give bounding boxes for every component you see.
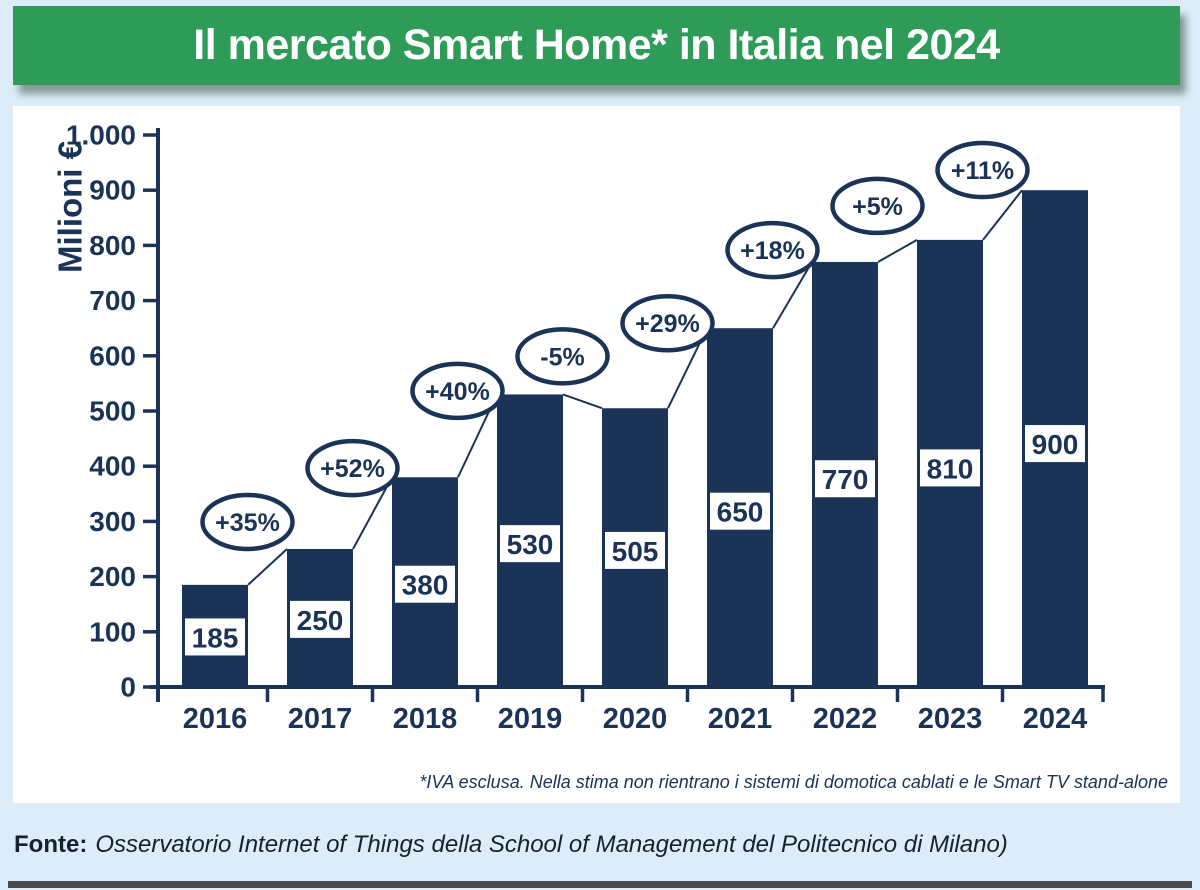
growth-oval <box>830 176 925 236</box>
x-category-label: 2019 <box>498 703 563 735</box>
bar-value-box <box>500 525 560 563</box>
x-category-label: 2024 <box>1023 703 1088 735</box>
growth-oval <box>410 361 505 421</box>
x-category-label: 2021 <box>708 703 773 735</box>
bar-value-box <box>815 460 875 498</box>
bar-value-label: 250 <box>297 605 344 636</box>
y-tick-label: 700 <box>89 285 136 316</box>
growth-oval <box>305 438 400 498</box>
bar-value-box <box>920 449 980 487</box>
bar-value-box <box>1025 425 1085 463</box>
growth-oval <box>725 220 820 280</box>
y-tick-label: 0 <box>120 672 136 703</box>
growth-percentage-label: +40% <box>425 378 490 406</box>
x-category-label: 2016 <box>183 703 248 735</box>
growth-percentage-label: +52% <box>320 455 385 483</box>
growth-percentage-label: +29% <box>635 310 700 338</box>
y-tick-label: 900 <box>89 175 136 206</box>
trend-line <box>247 548 288 586</box>
y-tick-label: 800 <box>89 230 136 261</box>
bar-value-label: 900 <box>1032 429 1079 460</box>
trend-line <box>352 476 393 550</box>
title-banner: Il mercato Smart Home* in Italia nel 202… <box>13 6 1180 85</box>
bar-value-label: 650 <box>717 497 764 528</box>
bar-value-label: 530 <box>507 529 554 560</box>
bar-value-label: 810 <box>927 453 974 484</box>
y-tick-label: 300 <box>89 506 136 537</box>
bar-value-box <box>395 565 455 603</box>
y-axis-title: Milioni € <box>52 141 89 273</box>
y-tick-label: 1.000 <box>66 120 136 151</box>
y-tick-label: 200 <box>89 561 136 592</box>
bar-value-box <box>710 492 770 530</box>
bar-value-box <box>605 531 665 569</box>
trend-line <box>982 189 1023 241</box>
growth-percentage-label: +18% <box>740 237 805 265</box>
bar-value-label: 770 <box>822 464 869 495</box>
y-tick-label: 400 <box>89 451 136 482</box>
x-category-label: 2020 <box>603 703 668 735</box>
y-tick-label: 600 <box>89 340 136 371</box>
y-tick-label: 100 <box>89 616 136 647</box>
growth-percentage-label: +35% <box>215 509 280 537</box>
growth-oval <box>515 327 610 386</box>
bar-value-box <box>185 618 245 656</box>
chart-footnote: *IVA esclusa. Nella stima non rientrano … <box>419 772 1168 792</box>
bottom-shadow-bar <box>8 881 1192 888</box>
trend-line <box>562 393 603 410</box>
y-tick-label: 500 <box>89 396 136 427</box>
bar-value-box <box>290 600 350 638</box>
x-category-label: 2018 <box>393 703 458 735</box>
growth-oval <box>620 293 715 353</box>
trend-line <box>772 261 813 329</box>
growth-percentage-label: -5% <box>540 343 584 371</box>
source-line: Fonte: Osservatorio Internet of Things de… <box>14 831 1184 859</box>
growth-oval <box>935 140 1030 200</box>
x-category-label: 2022 <box>813 703 878 735</box>
growth-percentage-label: +5% <box>852 193 903 221</box>
source-label: Fonte: <box>14 831 88 858</box>
source-text: Osservatorio Internet of Things della Sc… <box>95 831 1008 858</box>
bar-value-label: 380 <box>402 570 449 601</box>
page-title: Il mercato Smart Home* in Italia nel 202… <box>193 21 1000 69</box>
bar-value-label: 185 <box>192 622 239 653</box>
trend-line <box>877 239 918 263</box>
growth-percentage-label: +11% <box>951 157 1014 185</box>
bar-value-label: 505 <box>612 536 659 567</box>
growth-oval <box>200 492 295 552</box>
x-category-label: 2017 <box>288 703 353 735</box>
x-category-label: 2023 <box>918 703 983 735</box>
